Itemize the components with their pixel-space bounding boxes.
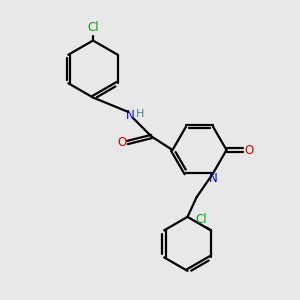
Text: N: N [126,109,135,122]
Text: H: H [136,109,144,119]
Text: O: O [244,143,253,157]
Text: Cl: Cl [195,213,207,226]
Text: O: O [118,136,127,149]
Text: Cl: Cl [87,22,99,34]
Text: N: N [208,172,217,185]
